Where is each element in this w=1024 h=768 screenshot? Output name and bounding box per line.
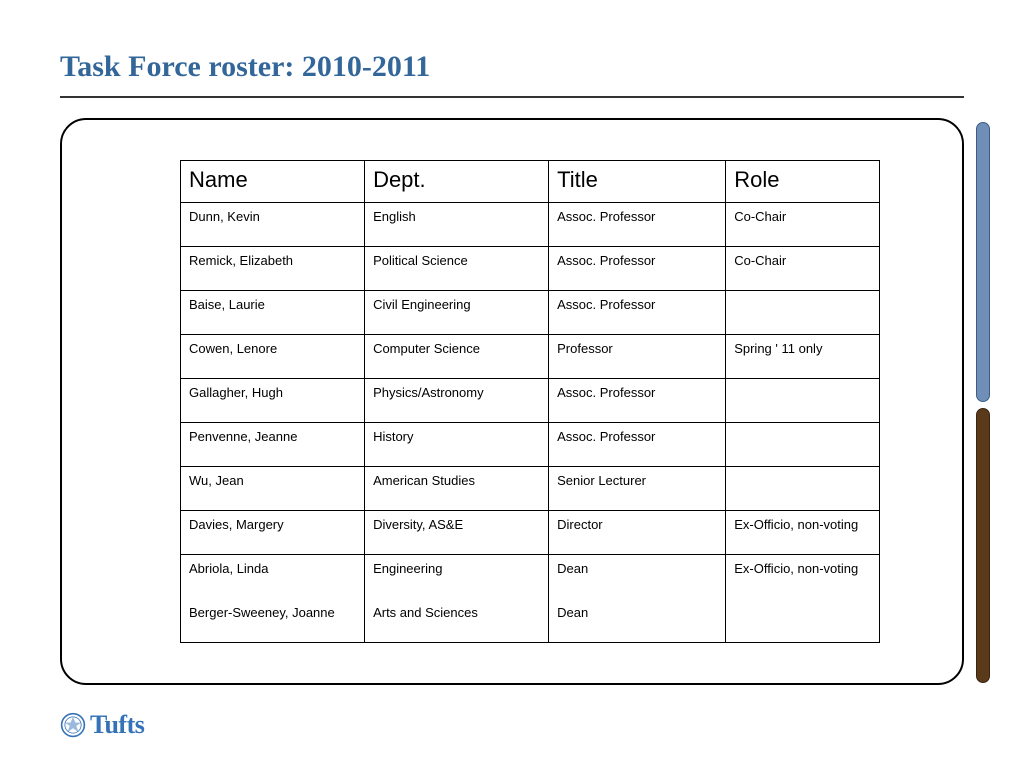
cell-name: Dunn, Kevin <box>181 203 365 247</box>
cell-role: Ex-Officio, non-voting <box>726 555 880 599</box>
table-row: Wu, Jean American Studies Senior Lecture… <box>181 467 880 511</box>
cell-title: Assoc. Professor <box>549 247 726 291</box>
cell-role <box>726 599 880 643</box>
side-bar-brown <box>976 408 990 683</box>
table-row: Abriola, Linda Engineering Dean Ex-Offic… <box>181 555 880 599</box>
table-row: Cowen, Lenore Computer Science Professor… <box>181 335 880 379</box>
cell-role: Ex-Officio, non-voting <box>726 511 880 555</box>
cell-name: Penvenne, Jeanne <box>181 423 365 467</box>
cell-title: Dean <box>549 599 726 643</box>
cell-role <box>726 291 880 335</box>
side-bar-blue <box>976 122 990 402</box>
cell-dept: Political Science <box>365 247 549 291</box>
tufts-wordmark: Tufts <box>90 710 144 740</box>
roster-table: Name Dept. Title Role Dunn, Kevin Englis… <box>180 160 880 643</box>
table-row: Gallagher, Hugh Physics/Astronomy Assoc.… <box>181 379 880 423</box>
cell-role <box>726 379 880 423</box>
cell-title: Dean <box>549 555 726 599</box>
cell-dept: Civil Engineering <box>365 291 549 335</box>
cell-dept: Computer Science <box>365 335 549 379</box>
col-header-title: Title <box>549 161 726 203</box>
col-header-role: Role <box>726 161 880 203</box>
col-header-name: Name <box>181 161 365 203</box>
cell-name: Davies, Margery <box>181 511 365 555</box>
cell-dept: American Studies <box>365 467 549 511</box>
cell-role <box>726 423 880 467</box>
cell-name: Baise, Laurie <box>181 291 365 335</box>
cell-name: Abriola, Linda <box>181 555 365 599</box>
cell-name: Berger-Sweeney, Joanne <box>181 599 365 643</box>
slide-title: Task Force roster: 2010-2011 <box>60 50 430 84</box>
cell-dept: History <box>365 423 549 467</box>
cell-dept: Arts and Sciences <box>365 599 549 643</box>
cell-title: Senior Lecturer <box>549 467 726 511</box>
cell-title: Assoc. Professor <box>549 423 726 467</box>
table-header-row: Name Dept. Title Role <box>181 161 880 203</box>
cell-name: Cowen, Lenore <box>181 335 365 379</box>
cell-dept: Engineering <box>365 555 549 599</box>
cell-title: Director <box>549 511 726 555</box>
tufts-seal-icon <box>60 712 86 738</box>
cell-role: Spring ' 11 only <box>726 335 880 379</box>
table-row: Dunn, Kevin English Assoc. Professor Co-… <box>181 203 880 247</box>
cell-name: Gallagher, Hugh <box>181 379 365 423</box>
table-row: Baise, Laurie Civil Engineering Assoc. P… <box>181 291 880 335</box>
title-underline <box>60 96 964 98</box>
table-row: Remick, Elizabeth Political Science Asso… <box>181 247 880 291</box>
cell-dept: Physics/Astronomy <box>365 379 549 423</box>
table-row: Penvenne, Jeanne History Assoc. Professo… <box>181 423 880 467</box>
cell-role: Co-Chair <box>726 203 880 247</box>
tufts-logo: Tufts <box>60 710 144 740</box>
cell-role: Co-Chair <box>726 247 880 291</box>
cell-title: Assoc. Professor <box>549 379 726 423</box>
cell-name: Remick, Elizabeth <box>181 247 365 291</box>
cell-dept: Diversity, AS&E <box>365 511 549 555</box>
cell-dept: English <box>365 203 549 247</box>
cell-title: Assoc. Professor <box>549 291 726 335</box>
table-row: Davies, Margery Diversity, AS&E Director… <box>181 511 880 555</box>
cell-name: Wu, Jean <box>181 467 365 511</box>
cell-title: Professor <box>549 335 726 379</box>
table-row: Berger-Sweeney, Joanne Arts and Sciences… <box>181 599 880 643</box>
cell-title: Assoc. Professor <box>549 203 726 247</box>
col-header-dept: Dept. <box>365 161 549 203</box>
cell-role <box>726 467 880 511</box>
